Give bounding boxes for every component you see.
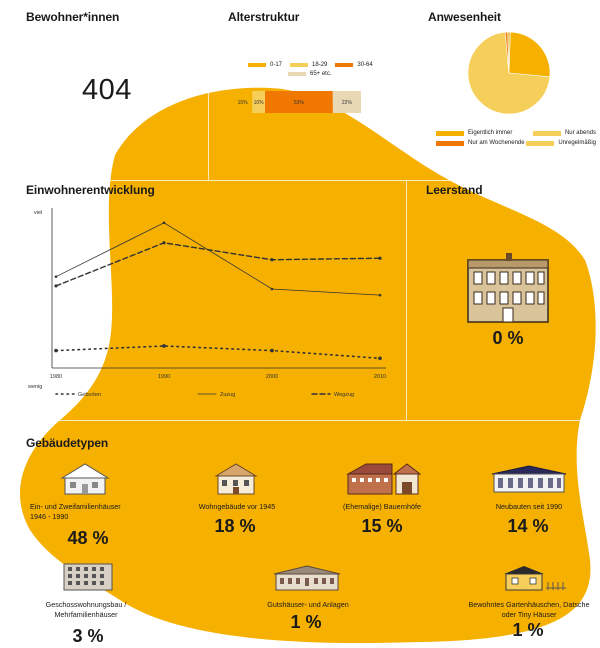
bewohner-count: 404	[82, 74, 132, 106]
alterstruktur-title: Alterstruktur	[228, 10, 300, 24]
legend-item: Nur abends	[532, 130, 596, 136]
data-point	[378, 356, 382, 361]
blob-shape	[20, 87, 596, 644]
pie-slice	[507, 31, 511, 74]
garden-house-icon	[504, 566, 566, 591]
gebaeude-label-4: Geschosswohnungsbau / Mehrfamilienhäuser	[45, 600, 127, 619]
age-stacked-bar: 15% 10% 53% 22%	[233, 91, 361, 113]
age-bar-segment	[233, 91, 253, 113]
old-residential-house-icon	[214, 463, 258, 495]
legend-label: Wegzug	[334, 392, 354, 398]
legend-item: 65+ etc.	[288, 71, 332, 77]
age-bar-segment	[332, 91, 361, 113]
legend-item: 0-17	[248, 62, 282, 68]
manor-house-icon	[273, 565, 341, 591]
gebaeude-label-6: Bewohntes Gartenhäuschen, Datsche oder T…	[468, 600, 590, 619]
apartment-block-icon	[63, 563, 113, 591]
legend-label: Nur am Wochenende	[468, 140, 525, 146]
age-bar-segment	[252, 91, 265, 113]
gebaeudetypen-title: Gebäudetypen	[26, 436, 109, 450]
data-point	[270, 258, 274, 262]
x-tick-label: 2000	[266, 374, 278, 380]
data-point	[162, 221, 166, 225]
alterstruktur-legend: 0-17 18-29 30-64 65+ etc.	[248, 62, 388, 77]
age-bar-label: 53%	[294, 100, 305, 106]
data-point	[54, 275, 58, 278]
grid-line	[0, 180, 600, 181]
pie-slice	[467, 31, 551, 115]
gebaeude-value-6: 1 %	[512, 620, 544, 640]
legend-item: 18-29	[290, 62, 327, 68]
grid-line	[406, 180, 407, 420]
leerstand-title: Leerstand	[426, 183, 483, 197]
legend-item: Nur am Wochenende	[436, 140, 525, 146]
pie-slice	[508, 31, 551, 78]
legend-label: 65+ etc.	[310, 71, 332, 77]
gebaeude-value-4: 3 %	[72, 626, 104, 646]
data-point	[54, 284, 58, 288]
series-line-geburten	[55, 345, 381, 360]
age-bar-label: 15%	[238, 100, 249, 106]
legend-label: 30-64	[357, 62, 373, 68]
data-point	[162, 344, 166, 348]
vacant-building-icon	[467, 253, 549, 323]
legend-label: 18-29	[312, 62, 328, 68]
gebaeude-value-3: 14 %	[507, 516, 549, 536]
grid-line	[0, 420, 600, 421]
gebaeude-label-1: Wohngebäude vor 1945	[198, 502, 276, 511]
data-point	[378, 293, 382, 297]
age-bar-label: 10%	[254, 100, 265, 106]
gebaeude-label-2: (Ehemalige) Bauernhöfe	[343, 502, 421, 511]
data-point	[162, 241, 166, 245]
series-line-zuzug	[55, 222, 381, 296]
x-tick-label: 1990	[158, 374, 170, 380]
legend-label: 0-17	[270, 62, 283, 68]
x-tick-label: 1980	[50, 374, 62, 380]
leerstand-value: 0 %	[492, 328, 524, 348]
y-label-bottom: wenig	[27, 384, 42, 390]
legend-item: Eigentlich immer	[436, 130, 512, 136]
grid-line	[208, 88, 209, 180]
einwohner-title: Einwohnerentwicklung	[26, 183, 155, 197]
single-family-house-icon	[60, 463, 110, 495]
farm-building-icon	[346, 463, 422, 495]
gebaeude-value-5: 1 %	[290, 612, 322, 632]
anwesenheit-pie	[467, 31, 551, 115]
x-tick-label: 2010	[374, 374, 386, 380]
gebaeude-value-1: 18 %	[214, 516, 256, 536]
legend-item: Unregelmäßig	[526, 140, 596, 146]
legend-item: 30-64	[335, 62, 373, 68]
data-point	[54, 348, 58, 353]
data-point	[378, 256, 382, 260]
gebaeude-label-3: Neubauten seit 1990	[495, 502, 563, 511]
gebaeude-label-5: Gutshäuser- und Anlagen	[267, 600, 349, 609]
legend-label: Zuzug	[220, 392, 235, 398]
age-bar-label: 22%	[342, 100, 353, 106]
gebaeude-label-0: Ein- und Zweifamilienhäuser 1946 - 1990	[30, 502, 121, 521]
legend-label: Nur abends	[564, 130, 596, 136]
einwohner-line-chart: viel wenig 1980 1990 2000 2010 Geburten Zuzug We…	[27, 208, 386, 398]
anwesenheit-legend: Eigentlich immer Nur abends Nur am Woche…	[436, 130, 596, 146]
age-bar-segment	[265, 91, 333, 113]
legend-label: Eigentlich immer	[468, 130, 513, 136]
bewohner-title: Bewohner*innen	[26, 10, 120, 24]
gebaeude-value-0: 48 %	[67, 528, 109, 548]
legend-label: Geburten	[78, 392, 101, 398]
legend-label: Unregelmäßig	[558, 140, 596, 146]
data-point	[270, 287, 274, 291]
series-line-wegzug	[55, 242, 381, 287]
new-building-icon	[491, 465, 567, 493]
anwesenheit-title: Anwesenheit	[428, 10, 501, 24]
gebaeude-value-2: 15 %	[361, 516, 403, 536]
y-label-top: viel	[34, 210, 42, 216]
data-point	[270, 348, 274, 353]
